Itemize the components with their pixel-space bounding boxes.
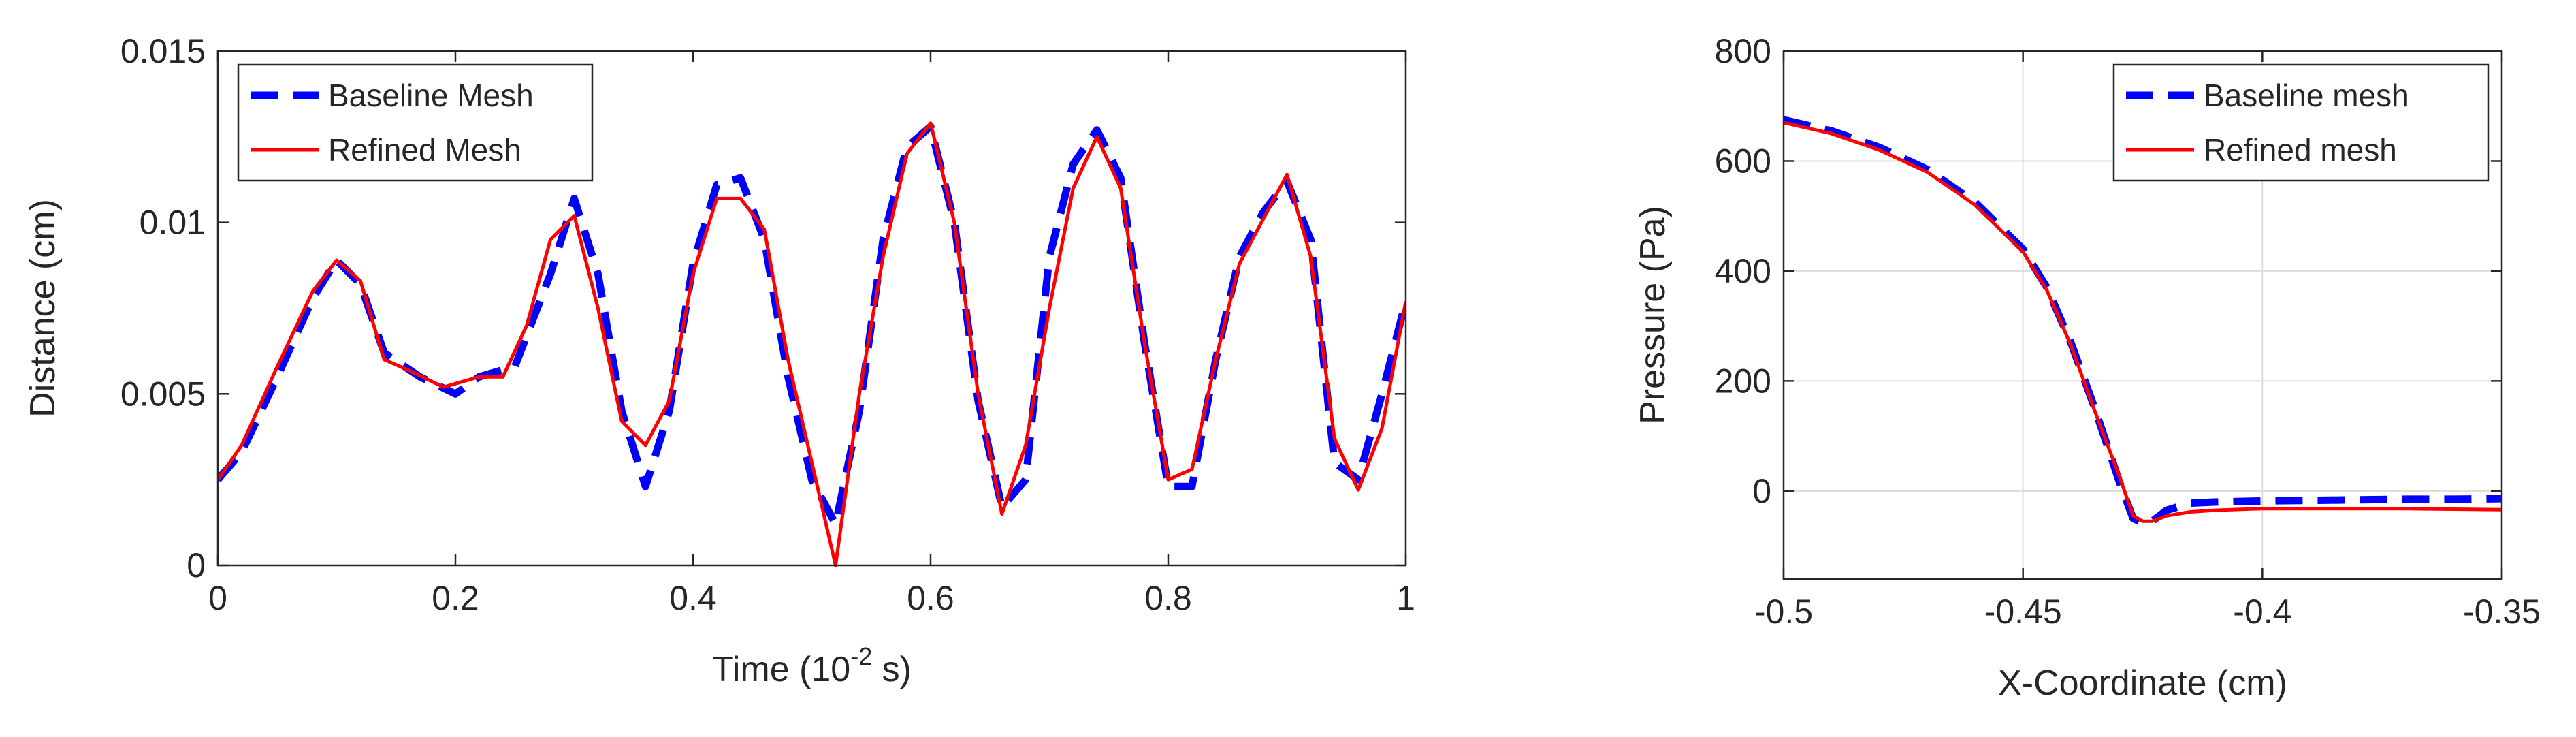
x-axis-label-suffix: s)	[872, 650, 912, 689]
x-axis-label-exponent: -2	[850, 642, 872, 670]
x-tick-label: 0.6	[907, 579, 954, 617]
x-axis-label: X-Coordinate (cm)	[1998, 663, 2287, 703]
x-tick-label: -0.5	[1754, 593, 1813, 631]
y-tick-label: 800	[1715, 32, 1771, 70]
legend-box	[237, 63, 594, 182]
refined-legend-label: Refined Mesh	[328, 132, 521, 168]
refined-series-line	[1784, 121, 2502, 523]
refined-series-line	[218, 121, 1406, 567]
x-tick-label: 0.4	[669, 579, 717, 617]
y-tick-label: 0	[187, 546, 206, 584]
baseline-legend-label: Baseline Mesh	[328, 78, 534, 113]
x-tick-label: 0.8	[1144, 579, 1192, 617]
y-axis-label: Distance (cm)	[23, 199, 63, 418]
baseline-series-line	[1784, 116, 2502, 527]
x-axis-label: Time (10-2 s)	[712, 642, 912, 689]
y-tick-label: 0.005	[120, 375, 206, 413]
axes-box	[1782, 50, 2503, 580]
baseline-legend-label: Baseline mesh	[2204, 78, 2409, 113]
x-tick-label: -0.45	[1984, 593, 2062, 631]
y-tick-label: 400	[1715, 252, 1771, 290]
refined-legend-label: Refined mesh	[2204, 132, 2397, 168]
y-tick-label: 0.01	[140, 204, 206, 242]
x-tick-label: 0.2	[432, 579, 479, 617]
x-tick-label: -0.35	[2463, 593, 2541, 631]
legend-box	[2112, 63, 2490, 182]
y-tick-label: 0	[1752, 472, 1771, 510]
x-tick-label: -0.4	[2233, 593, 2291, 631]
y-axis-label: Pressure (Pa)	[1633, 206, 1673, 424]
axes-box	[216, 50, 1407, 567]
pressure-xcoordinate-chart: -0.5 -0.45 -0.4 -0.35 0 200 400 600 800 X-Coordin…	[1633, 32, 2541, 703]
x-tick-label: 0	[208, 579, 227, 617]
y-tick-label: 0.015	[120, 32, 206, 70]
legend: Baseline mesh Refined mesh	[2112, 63, 2490, 182]
x-tick-label: 1	[1396, 579, 1415, 617]
distance-time-chart: 0 0.2 0.4 0.6 0.8 1 0 0.005 0.01 0.015 Time (10-2 …	[23, 32, 1415, 689]
y-tick-label: 200	[1715, 362, 1771, 400]
legend: Baseline Mesh Refined Mesh	[237, 63, 594, 182]
y-tick-label: 600	[1715, 142, 1771, 180]
